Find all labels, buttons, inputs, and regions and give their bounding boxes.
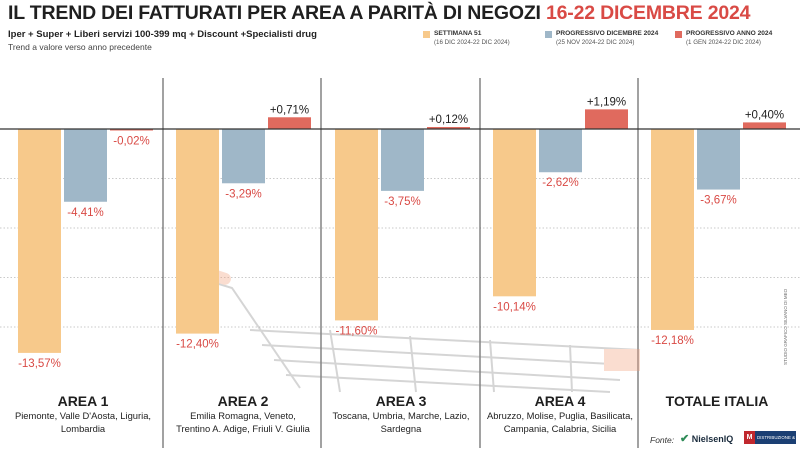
- area-name-totale: TOTALE ITALIA: [665, 393, 769, 409]
- chart-subtitle: Iper + Super + Liberi servizi 100-399 mq…: [8, 29, 317, 40]
- legend-swatch: [675, 31, 682, 38]
- legend-name: PROGRESSIVO DICEMBRE 2024: [556, 30, 659, 37]
- brand-mark: M: [744, 431, 755, 444]
- bar: [743, 122, 786, 129]
- bar: [110, 129, 153, 131]
- chart-note: Trend a valore verso anno precedente: [8, 42, 152, 52]
- title-date-range: 16-22 DICEMBRE 2024: [545, 2, 751, 24]
- cart-wire: [489, 339, 495, 393]
- regions-line: Abruzzo, Molise, Puglia, Basilicata,: [487, 410, 633, 421]
- bar-value-label: -13,57%: [18, 358, 61, 370]
- regions-line: Lombardia: [60, 423, 106, 434]
- bar-value-label: -10,14%: [493, 301, 536, 313]
- legend-period: (1 GEN 2024-22 DIC 2024): [686, 39, 761, 46]
- bar-value-label: -0,02%: [113, 136, 149, 148]
- cart-wire: [273, 359, 621, 381]
- cart-wire: [409, 335, 417, 393]
- bar: [381, 129, 424, 191]
- cart-wire: [249, 329, 641, 351]
- source-label: Fonte:: [650, 435, 675, 445]
- bar: [697, 129, 740, 190]
- brand-nielseniq-text: NielsenIQ: [691, 434, 734, 444]
- regions-line: Campania, Calabria, Sicilia: [503, 423, 617, 434]
- legend-name: SETTIMANA 51: [434, 30, 482, 37]
- bar-value-label: -3,67%: [700, 195, 736, 207]
- bar: [539, 129, 582, 173]
- legend-name: PROGRESSIVO ANNO 2024: [686, 30, 773, 37]
- regions-line: Trentino A. Adige, Friuli V. Giulia: [176, 423, 310, 434]
- area-name-3: AREA 3: [375, 393, 427, 409]
- page-title: IL TREND DEI FATTURATI PER AREA A PARITÀ…: [8, 2, 750, 25]
- bar: [64, 129, 107, 202]
- bar-value-label: +0,40%: [745, 109, 784, 121]
- legend-swatch: [545, 31, 552, 38]
- distribuzione-consumi-logo: M DISTRIBUZIONE & CONSUMI: [744, 431, 796, 444]
- area-name-4: AREA 4: [534, 393, 586, 409]
- check-icon: ✔: [680, 433, 690, 445]
- brand-word: DISTRIBUZIONE & CONSUMI: [755, 431, 796, 444]
- bar-value-label: +0,12%: [429, 114, 468, 126]
- bar-value-label: -12,40%: [176, 339, 219, 351]
- regions-line: Sardegna: [380, 423, 422, 434]
- bar-value-label: +0,71%: [270, 104, 309, 116]
- area-regions-4: Abruzzo, Molise, Puglia, Basilicata, Cam…: [480, 409, 640, 435]
- graphic-credit: STUDIO GRAFICO SILVANO DI MEO: [783, 288, 788, 365]
- legend-swatch: [423, 31, 430, 38]
- area-regions-3: Toscana, Umbria, Marche, Lazio, Sardegna: [321, 409, 481, 435]
- area-name-2: AREA 2: [217, 393, 269, 409]
- bar: [493, 129, 536, 297]
- regions-line: Emilia Romagna, Veneto,: [190, 410, 296, 421]
- bar: [585, 109, 628, 129]
- regions-line: Piemonte, Valle D'Aosta, Liguria,: [14, 410, 152, 421]
- bar: [651, 129, 694, 330]
- cart-wire: [285, 374, 611, 393]
- bar: [268, 117, 311, 129]
- area-regions-1: Piemonte, Valle D'Aosta, Liguria, Lombar…: [3, 409, 163, 435]
- bar-value-label: -3,29%: [225, 188, 261, 200]
- bar-value-label: -12,18%: [651, 335, 694, 347]
- cart-bumper: [604, 349, 640, 371]
- bar-value-label: -3,75%: [384, 196, 420, 208]
- bar: [176, 129, 219, 334]
- title-main: IL TREND DEI FATTURATI PER AREA A PARITÀ…: [8, 2, 541, 24]
- area-regions-2: Emilia Romagna, Veneto, Trentino A. Adig…: [163, 409, 323, 435]
- cart-wire: [569, 344, 573, 393]
- legend-period: (16 DIC 2024-22 DIC 2024): [434, 39, 510, 46]
- bar-value-label: -11,60%: [336, 325, 378, 337]
- legend-period: (25 NOV 2024-22 DIC 2024): [556, 39, 635, 46]
- bar: [427, 127, 470, 129]
- nielseniq-logo: ✔ NielsenIQ: [680, 432, 733, 445]
- regions-line: Toscana, Umbria, Marche, Lazio,: [332, 410, 470, 421]
- bar: [18, 129, 61, 353]
- bar: [335, 129, 378, 321]
- bar-value-label: -4,41%: [67, 207, 103, 219]
- bar: [222, 129, 265, 184]
- bar-value-label: +1,19%: [587, 96, 626, 108]
- cart-wire: [329, 329, 341, 393]
- area-name-1: AREA 1: [57, 393, 109, 409]
- bar-value-label: -2,62%: [542, 177, 578, 189]
- cart-wire: [261, 344, 631, 366]
